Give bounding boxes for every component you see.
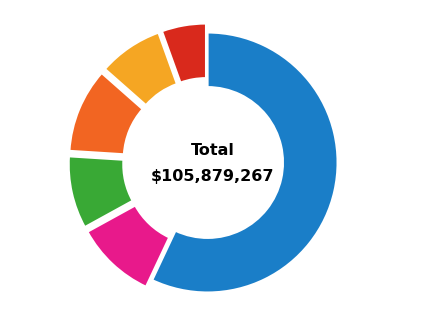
Wedge shape <box>105 32 177 105</box>
Wedge shape <box>69 156 132 227</box>
Wedge shape <box>152 32 337 292</box>
Wedge shape <box>69 73 142 154</box>
Wedge shape <box>162 23 206 83</box>
Text: Total: Total <box>191 143 235 158</box>
Text: $105,879,267: $105,879,267 <box>151 169 274 184</box>
Wedge shape <box>87 205 169 287</box>
